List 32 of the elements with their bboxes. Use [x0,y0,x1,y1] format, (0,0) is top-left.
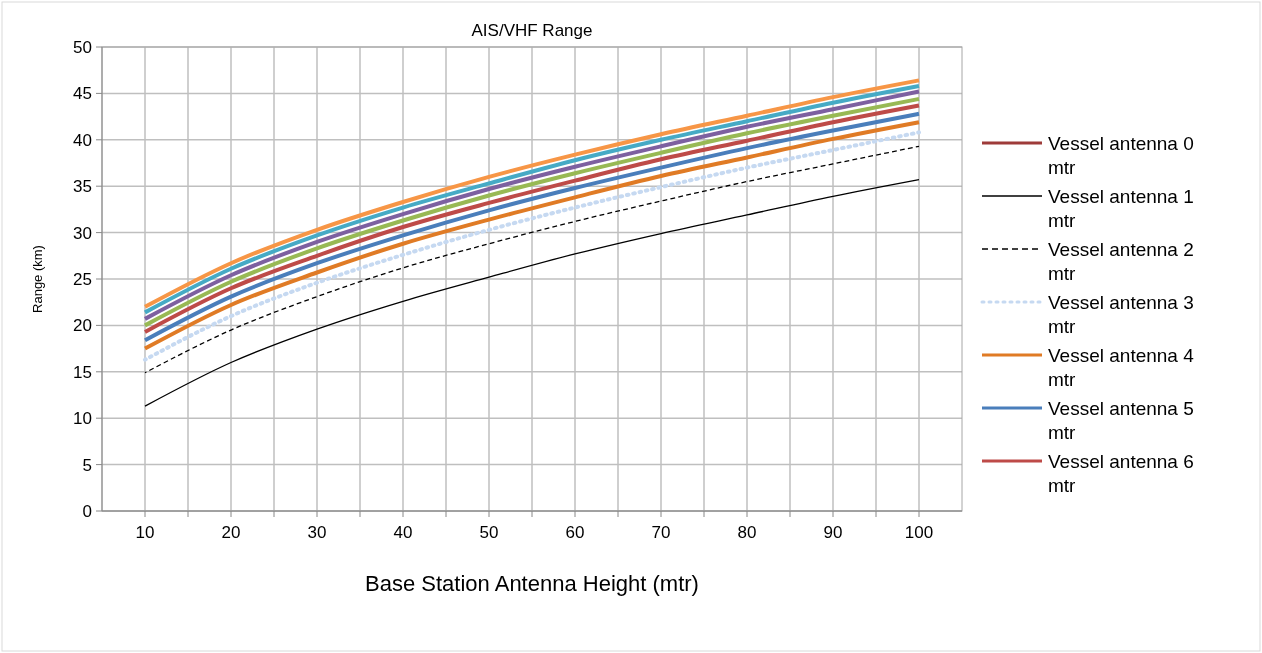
y-tick-label: 15 [73,362,92,382]
x-tick-label: 70 [651,523,671,542]
x-tick-label: 90 [823,523,843,542]
legend-label: Vessel antenna 2 mtr [1048,238,1194,285]
x-tick-label: 40 [393,523,413,542]
y-tick-label: 45 [73,84,92,104]
legend-label: Vessel antenna 4 mtr [1048,344,1195,391]
x-tick-label: 100 [904,523,934,542]
y-tick-label: 40 [73,130,92,150]
legend-label: Vessel antenna 5 mtr [1048,397,1194,444]
x-tick-label: 50 [479,523,499,542]
x-tick-label: 60 [565,523,585,542]
x-tick-label: 10 [135,523,155,542]
x-axis-title: Base Station Antenna Height (mtr) [365,571,699,596]
x-tick-label: 20 [221,523,241,542]
x-tick-label: 30 [307,523,327,542]
y-tick-label: 5 [82,455,92,475]
legend-label: Vessel antenna 0 mtr [1048,132,1194,179]
y-tick-label: 35 [73,177,92,197]
y-tick-label: 50 [73,37,92,57]
y-tick-label: 10 [73,409,92,429]
x-tick-label: 80 [737,523,757,542]
legend-label: Vessel antenna 6 mtr [1048,450,1194,497]
legend-label: Vessel antenna 3 mtr [1048,291,1194,338]
y-tick-label: 25 [73,269,92,289]
legend-label: Vessel antenna 1 mtr [1048,185,1194,232]
line-series [144,179,920,407]
y-axis-title: Range (km) [30,245,45,313]
y-tick-label: 0 [82,501,92,521]
y-tick-label: 20 [73,316,92,336]
y-tick-label: 30 [73,223,92,243]
chart-title: AIS/VHF Range [471,21,593,40]
